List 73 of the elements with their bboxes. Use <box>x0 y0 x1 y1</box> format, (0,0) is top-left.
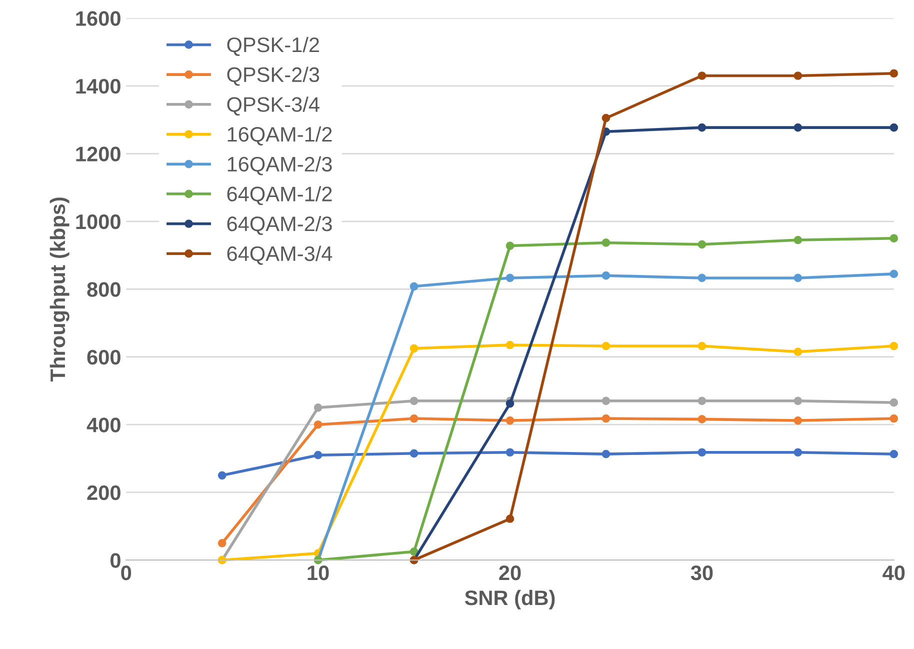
point <box>218 538 226 548</box>
y-tick-label: 1000 <box>76 214 120 230</box>
legend-label: 64QAM-1/2 <box>227 186 332 206</box>
point <box>602 450 610 458</box>
point <box>794 274 802 282</box>
point <box>314 450 322 460</box>
point <box>602 342 610 350</box>
point <box>602 414 610 423</box>
point <box>602 271 610 280</box>
point <box>410 282 418 291</box>
point <box>794 448 802 457</box>
point <box>890 414 898 423</box>
point <box>890 342 898 350</box>
point <box>794 416 802 425</box>
legend-label: 64QAM-2/3 <box>227 216 332 235</box>
point <box>602 114 610 122</box>
point <box>506 448 514 457</box>
point <box>794 123 802 132</box>
y-tick-label: 1400 <box>76 78 120 94</box>
x-tick-label: 30 <box>690 566 713 580</box>
x-tick-label: 10 <box>308 566 329 580</box>
legend-label: QPSK-2/3 <box>227 66 320 86</box>
y-tick-label: 400 <box>86 418 120 432</box>
point <box>314 404 322 412</box>
x-tick-label: 20 <box>499 566 521 580</box>
point <box>698 240 706 249</box>
point <box>698 274 706 282</box>
point <box>410 414 418 423</box>
x-axis-title: SNR (dB) <box>464 590 555 610</box>
legend-label: 64QAM-3/4 <box>227 246 332 265</box>
point <box>698 415 706 424</box>
point <box>218 471 226 480</box>
y-tick-label: 800 <box>87 282 120 297</box>
y-tick-label: 1200 <box>76 146 120 162</box>
point <box>506 399 514 408</box>
point <box>602 396 610 406</box>
x-tick-label: 0 <box>121 566 132 580</box>
point <box>698 123 706 132</box>
point <box>410 449 418 458</box>
point <box>794 396 802 406</box>
y-tick-label: 1600 <box>76 11 120 26</box>
legend-label: 16QAM-2/3 <box>228 156 332 176</box>
point <box>698 72 706 80</box>
point <box>314 420 322 429</box>
y-tick-label: 200 <box>87 485 120 500</box>
legend-label: QPSK-1/2 <box>227 36 319 56</box>
point <box>890 398 898 407</box>
point <box>794 348 802 356</box>
point <box>698 396 706 406</box>
point <box>506 514 514 523</box>
point <box>890 123 898 132</box>
y-axis-title: Throughput (kbps) <box>50 198 70 382</box>
point <box>410 344 418 353</box>
point <box>890 270 898 278</box>
point <box>506 416 514 425</box>
point <box>506 242 514 250</box>
point <box>506 340 514 350</box>
point <box>698 342 706 350</box>
point <box>794 236 802 244</box>
point <box>506 274 514 282</box>
point <box>890 450 898 458</box>
point <box>890 234 898 242</box>
point <box>602 238 610 247</box>
point <box>410 547 418 556</box>
legend-label: 16QAM-1/2 <box>228 126 332 146</box>
x-tick-label: 40 <box>882 566 905 580</box>
point <box>890 69 898 78</box>
point <box>698 448 706 457</box>
point <box>410 396 418 406</box>
point <box>794 72 802 80</box>
legend-label: QPSK-3/4 <box>227 96 320 116</box>
y-tick-label: 600 <box>87 350 120 365</box>
y-tick-label: 0 <box>110 553 120 568</box>
